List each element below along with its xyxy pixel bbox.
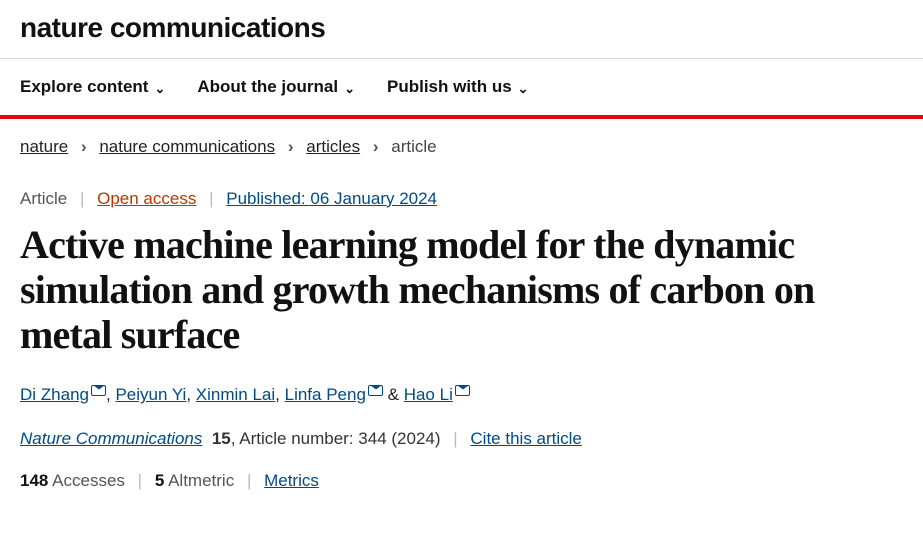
- author-sep: &: [383, 385, 404, 404]
- nav-about-label: About the journal: [197, 77, 338, 97]
- nav-about-journal[interactable]: About the journal ⌄: [197, 77, 355, 97]
- open-access-link[interactable]: Open access: [97, 189, 196, 208]
- accesses-count: 148: [20, 471, 48, 490]
- volume-number: 15: [212, 429, 231, 448]
- author-sep: ,: [275, 385, 284, 404]
- breadcrumb-journal[interactable]: nature communications: [99, 137, 275, 156]
- article-meta-row: Article | Open access | Published: 06 Ja…: [0, 167, 923, 217]
- chevron-right-icon: ›: [81, 137, 87, 156]
- mail-icon[interactable]: [455, 385, 470, 396]
- chevron-down-icon: ⌄: [344, 82, 355, 95]
- accesses-label: Accesses: [52, 471, 125, 490]
- article-title: Active machine learning model for the dy…: [0, 217, 923, 367]
- author-link[interactable]: Linfa Peng: [285, 385, 366, 404]
- top-bar: nature communications: [0, 0, 923, 59]
- breadcrumb-articles[interactable]: articles: [306, 137, 360, 156]
- article-type: Article: [20, 189, 67, 208]
- nav-publish-with-us[interactable]: Publish with us ⌄: [387, 77, 529, 97]
- separator: |: [138, 471, 142, 490]
- journal-name[interactable]: nature communications: [20, 12, 903, 44]
- separator: |: [209, 189, 213, 208]
- published-date-link[interactable]: Published: 06 January 2024: [226, 189, 437, 208]
- nav-explore-content[interactable]: Explore content ⌄: [20, 77, 165, 97]
- author-link[interactable]: Hao Li: [404, 385, 453, 404]
- article-number: , Article number: 344 (2024): [231, 429, 441, 448]
- breadcrumb-nature[interactable]: nature: [20, 137, 68, 156]
- separator: |: [80, 189, 84, 208]
- nav-explore-label: Explore content: [20, 77, 148, 97]
- main-nav: Explore content ⌄ About the journal ⌄ Pu…: [0, 59, 923, 119]
- journal-link[interactable]: Nature Communications: [20, 429, 202, 448]
- chevron-right-icon: ›: [373, 137, 379, 156]
- citation-row: Nature Communications 15, Article number…: [0, 409, 923, 455]
- altmetric-count: 5: [155, 471, 164, 490]
- breadcrumb-current: article: [391, 137, 436, 156]
- separator: |: [247, 471, 251, 490]
- metrics-link[interactable]: Metrics: [264, 471, 319, 490]
- author-link[interactable]: Xinmin Lai: [196, 385, 275, 404]
- chevron-down-icon: ⌄: [154, 82, 165, 95]
- breadcrumb: nature › nature communications › article…: [0, 119, 923, 167]
- chevron-down-icon: ⌄: [518, 82, 529, 95]
- author-sep: ,: [186, 385, 195, 404]
- author-link[interactable]: Peiyun Yi: [115, 385, 186, 404]
- chevron-right-icon: ›: [288, 137, 294, 156]
- separator: |: [453, 429, 457, 448]
- mail-icon[interactable]: [368, 385, 383, 396]
- metrics-row: 148 Accesses | 5 Altmetric | Metrics: [0, 455, 923, 501]
- cite-article-link[interactable]: Cite this article: [470, 429, 581, 448]
- mail-icon[interactable]: [91, 385, 106, 396]
- altmetric-label: Altmetric: [168, 471, 234, 490]
- author-link[interactable]: Di Zhang: [20, 385, 89, 404]
- authors-list: Di Zhang, Peiyun Yi, Xinmin Lai, Linfa P…: [0, 367, 923, 409]
- nav-publish-label: Publish with us: [387, 77, 512, 97]
